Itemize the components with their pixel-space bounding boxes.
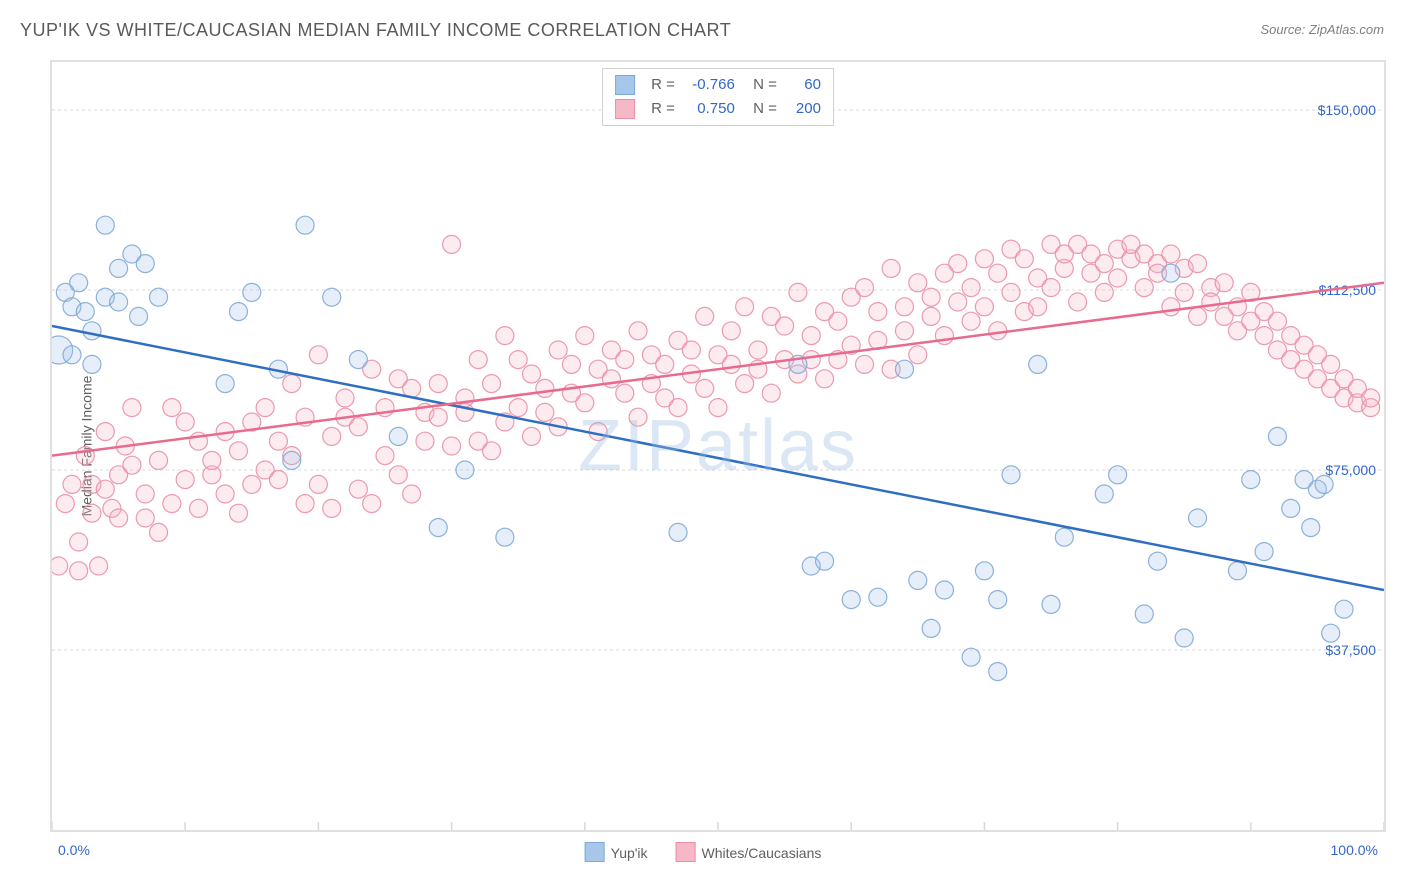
legend-item: Whites/Caucasians — [676, 842, 822, 862]
legend-label: Whites/Caucasians — [702, 845, 822, 861]
r-value: -0.766 — [685, 73, 735, 97]
svg-text:$75,000: $75,000 — [1325, 462, 1376, 478]
chart-title: YUP'IK VS WHITE/CAUCASIAN MEDIAN FAMILY … — [20, 20, 731, 41]
legend-swatch — [676, 842, 696, 862]
svg-text:$150,000: $150,000 — [1318, 102, 1377, 118]
legend-swatch — [615, 99, 635, 119]
chart-container: YUP'IK VS WHITE/CAUCASIAN MEDIAN FAMILY … — [0, 0, 1406, 892]
correlation-legend: R = -0.766 N = 60 R = 0.750 N = 200 — [602, 68, 834, 126]
svg-text:$37,500: $37,500 — [1325, 642, 1376, 658]
correlation-row: R = -0.766 N = 60 — [615, 73, 821, 97]
correlation-row: R = 0.750 N = 200 — [615, 97, 821, 121]
legend-swatch — [585, 842, 605, 862]
legend-item: Yup'ik — [585, 842, 648, 862]
source-prefix: Source: — [1260, 22, 1308, 37]
n-label: N = — [745, 73, 777, 97]
legend-swatch — [615, 75, 635, 95]
n-label: N = — [745, 97, 777, 121]
legend-label: Yup'ik — [611, 845, 648, 861]
x-axis-max-label: 100.0% — [1331, 842, 1378, 858]
x-axis-min-label: 0.0% — [58, 842, 90, 858]
source-name: ZipAtlas.com — [1309, 22, 1384, 37]
plot-area: $37,500$75,000$112,500$150,000 ZIPatlas … — [50, 60, 1386, 832]
series-legend: Yup'ik Whites/Caucasians — [585, 842, 822, 862]
n-value: 200 — [787, 97, 821, 121]
r-value: 0.750 — [685, 97, 735, 121]
r-label: R = — [651, 73, 675, 97]
r-label: R = — [651, 97, 675, 121]
scatter-plot-svg: $37,500$75,000$112,500$150,000 — [52, 62, 1384, 830]
n-value: 60 — [787, 73, 821, 97]
source-attribution: Source: ZipAtlas.com — [1260, 22, 1384, 37]
